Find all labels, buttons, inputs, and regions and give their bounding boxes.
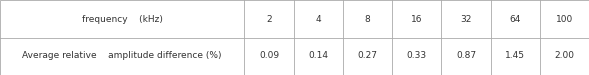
Text: Average relative    amplitude difference (%): Average relative amplitude difference (%… xyxy=(22,51,222,60)
Text: 16: 16 xyxy=(411,15,422,24)
Text: 0.27: 0.27 xyxy=(358,51,378,60)
Text: 64: 64 xyxy=(509,15,521,24)
Text: 32: 32 xyxy=(460,15,472,24)
Text: 100: 100 xyxy=(556,15,573,24)
Text: 0.14: 0.14 xyxy=(308,51,328,60)
Text: frequency    (kHz): frequency (kHz) xyxy=(82,15,163,24)
Text: 0.87: 0.87 xyxy=(456,51,476,60)
Text: 0.09: 0.09 xyxy=(259,51,279,60)
Text: 2: 2 xyxy=(266,15,272,24)
Text: 4: 4 xyxy=(316,15,321,24)
Text: 0.33: 0.33 xyxy=(406,51,427,60)
Text: 8: 8 xyxy=(365,15,370,24)
Text: 2.00: 2.00 xyxy=(554,51,574,60)
Text: 1.45: 1.45 xyxy=(505,51,525,60)
